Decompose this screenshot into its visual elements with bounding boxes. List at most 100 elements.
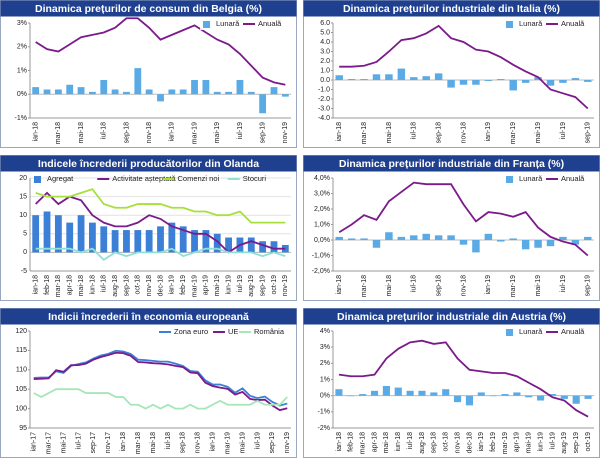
bar (202, 80, 210, 95)
x-tick-label: mai-19 (535, 122, 542, 144)
y-tick-label: 0,0% (314, 237, 330, 244)
y-tick-label: -1% (318, 409, 330, 416)
x-tick-label: oct-19 (585, 432, 592, 452)
y-tick-label: -2.0 (318, 96, 330, 103)
x-tick-label: mar-19 (510, 275, 517, 297)
bar (501, 394, 509, 396)
legend-label: Anuală (561, 327, 585, 336)
panel-header (303, 0, 600, 17)
panel-title: Dinamica prețurilor industriale din Ital… (343, 3, 560, 15)
legend-label: Stocuri (243, 174, 267, 183)
y-tick-label: -2,0% (312, 268, 330, 275)
x-tick-label: mar-18 (361, 122, 368, 144)
x-tick-label: sep-19 (259, 122, 266, 144)
bar (236, 80, 244, 95)
x-tick-label: sep-18 (123, 122, 130, 144)
bar (584, 236, 592, 240)
legend-label: Activitate așteptată (112, 174, 176, 183)
x-tick-label: apr-19 (203, 275, 210, 295)
x-tick-label: mar-18 (135, 432, 142, 454)
x-tick-label: mar-17 (45, 432, 52, 454)
y-tick-label: 20 (19, 175, 27, 182)
x-tick-label: sep-18 (123, 275, 130, 297)
y-tick-label: 3% (320, 344, 330, 351)
y-tick-label: 4.0 (320, 39, 330, 46)
bar (472, 240, 480, 253)
bar (247, 91, 255, 95)
bar (168, 89, 176, 95)
y-tick-label: 120 (15, 328, 27, 335)
x-tick-label: iul-18 (101, 122, 108, 139)
x-tick-label: mai-18 (386, 122, 393, 144)
x-tick-label: ian-19 (210, 432, 217, 452)
bar (157, 226, 164, 253)
x-tick-label: sep-17 (90, 432, 97, 454)
bar (422, 233, 430, 240)
bar (347, 395, 355, 397)
legend-swatch (506, 21, 513, 28)
bar (513, 392, 521, 396)
legend-label: Lunară (216, 19, 240, 28)
y-tick-label: 4% (320, 328, 330, 335)
bar (347, 238, 356, 240)
x-tick-label: mai-19 (535, 275, 542, 297)
x-tick-label: mai-19 (214, 275, 221, 297)
x-tick-label: sep-19 (573, 432, 580, 454)
legend-label: Zona euro (174, 327, 208, 336)
x-tick-label: sep-18 (435, 275, 442, 297)
y-tick-label: 4,0% (314, 175, 330, 182)
y-tick-label: 10 (19, 212, 27, 219)
bar (559, 80, 567, 83)
legend-label: Anuală (561, 174, 585, 183)
line-series (338, 181, 589, 257)
line-series (33, 388, 288, 410)
y-tick-label: 100 (15, 405, 27, 412)
y-tick-label: 2,0% (314, 206, 330, 213)
x-tick-label: feb-18 (44, 275, 51, 295)
x-tick-label: apr-18 (67, 275, 74, 295)
x-tick-label: nov-17 (105, 432, 112, 454)
bar (335, 236, 343, 240)
bar (584, 80, 592, 82)
line-series (33, 351, 288, 412)
x-tick-label: iul-18 (407, 432, 414, 449)
bar (406, 390, 414, 396)
y-tick-label: -2% (318, 425, 330, 432)
bar (394, 387, 402, 396)
bar (54, 215, 62, 253)
bar (335, 389, 343, 396)
bar (66, 222, 74, 253)
x-tick-label: ian-18 (336, 432, 343, 452)
x-tick-label: mar-18 (55, 275, 62, 297)
panel-header (0, 0, 297, 17)
bar (410, 235, 418, 240)
y-tick-label: -1% (15, 115, 27, 122)
panel-title: Indicele încrederii producătorilor din O… (38, 158, 259, 170)
bar (382, 385, 390, 396)
bar (123, 230, 130, 253)
bar (497, 79, 505, 80)
x-tick-label: mar-19 (502, 432, 509, 454)
y-tick-label: -4.0 (318, 115, 330, 122)
y-tick-label: 0% (17, 91, 27, 98)
bar (521, 240, 530, 250)
x-tick-label: nov-19 (282, 275, 289, 297)
x-tick-label: mai-19 (526, 432, 533, 454)
bar (123, 91, 130, 95)
bar (66, 84, 74, 95)
x-tick-label: aug-18 (419, 432, 426, 454)
bar (418, 390, 426, 396)
x-tick-label: iul-19 (549, 432, 556, 449)
bar (497, 240, 505, 242)
bar (157, 94, 164, 102)
bar (546, 240, 555, 247)
panel-header (0, 155, 297, 172)
x-tick-label: ian-18 (336, 122, 343, 142)
y-tick-label: -1.0 (318, 86, 330, 93)
bar (32, 87, 40, 95)
bar (560, 395, 568, 399)
bar (434, 73, 443, 80)
legend-swatch (506, 176, 513, 183)
bar (548, 394, 557, 396)
